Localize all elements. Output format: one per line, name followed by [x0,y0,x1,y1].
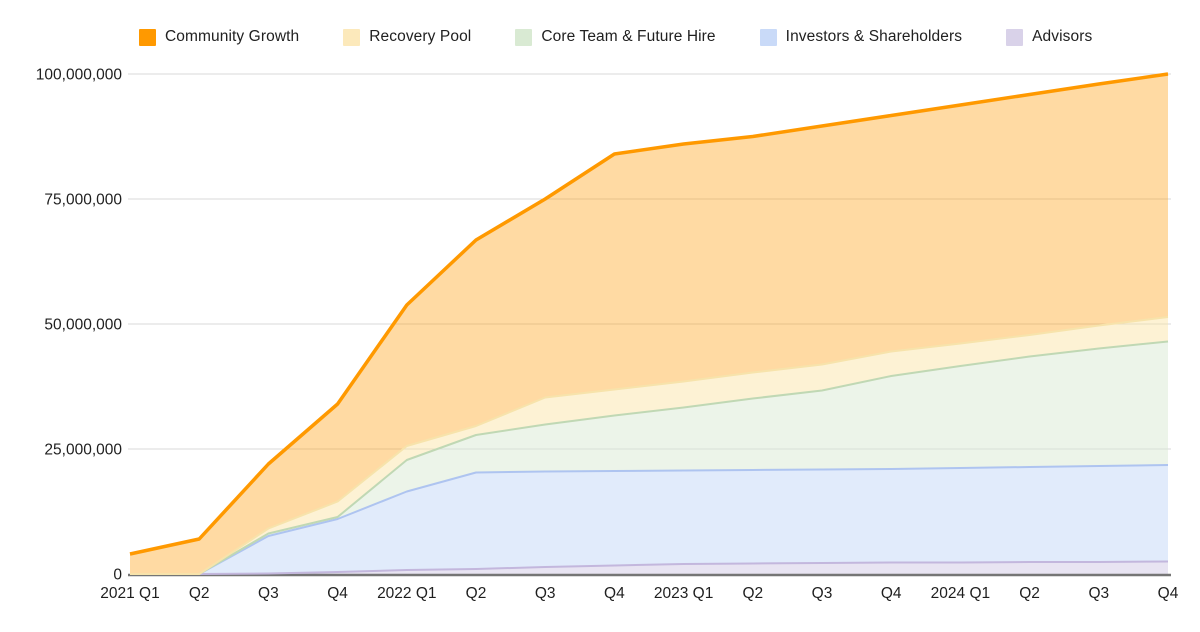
x-axis-tick-label: 2021 Q1 [100,585,159,602]
x-axis-tick-label: Q3 [812,585,833,602]
chart-legend: Community Growth Recovery Pool Core Team &… [139,28,1092,46]
legend-label: Recovery Pool [369,28,472,45]
legend-swatch-icon [759,28,777,46]
x-axis-tick-label: Q4 [604,585,625,602]
legend-swatch-icon [515,28,533,46]
area-band-investors-shareholders [130,465,1168,574]
legend-label: Investors & Shareholders [785,28,963,45]
y-axis-tick-label: 100,000,000 [36,67,123,84]
legend-label: Core Team & Future Hire [541,28,716,45]
x-axis-tick-label: Q3 [258,585,279,602]
series-line-advisors [130,560,1169,575]
y-axis-tick-label: 50,000,000 [44,317,122,334]
x-axis-tick-label: Q4 [1158,585,1179,602]
y-axis-tick-label: 75,000,000 [44,192,122,209]
series-line-core-team-future-hire [130,340,1169,575]
x-axis-tick-label: Q2 [466,585,487,602]
x-axis-tick-label: Q3 [1088,585,1109,602]
x-axis-tick-label: 2024 Q1 [931,585,990,602]
legend-item-advisors: Advisors [1006,28,1092,46]
area-band-community-growth [130,74,1168,574]
x-axis-tick-label: Q4 [881,585,902,602]
legend-item-community-growth: Community Growth [139,28,299,46]
area-band-core-team-future-hire [130,341,1168,574]
x-axis-tick-label: 2023 Q1 [654,585,713,602]
legend-swatch-icon [343,28,361,46]
y-axis-tick-label: 25,000,000 [44,442,122,459]
y-axis-tick-label: 0 [113,567,122,584]
legend-label: Community Growth [165,28,300,45]
legend-swatch-icon [139,28,156,46]
x-axis-tick-label: Q2 [189,585,210,602]
legend-label: Advisors [1032,28,1093,45]
x-axis-tick-label: Q3 [535,585,556,602]
legend-item-core-team-future-hire: Core Team & Future Hire [515,28,716,46]
series-line-community-growth [129,72,1169,556]
series-line-investors-shareholders [130,464,1169,575]
legend-item-investors-shareholders: Investors & Shareholders [759,28,963,46]
x-axis-tick-label: Q2 [1019,585,1040,602]
x-axis-tick-label: Q2 [742,585,763,602]
x-axis-tick-label: Q4 [327,585,348,602]
x-axis-tick-label: 2022 Q1 [377,585,436,602]
series-line-recovery-pool [130,316,1169,575]
legend-swatch-icon [1006,28,1024,46]
legend-item-recovery-pool: Recovery Pool [343,28,471,46]
area-band-recovery-pool [130,317,1168,574]
